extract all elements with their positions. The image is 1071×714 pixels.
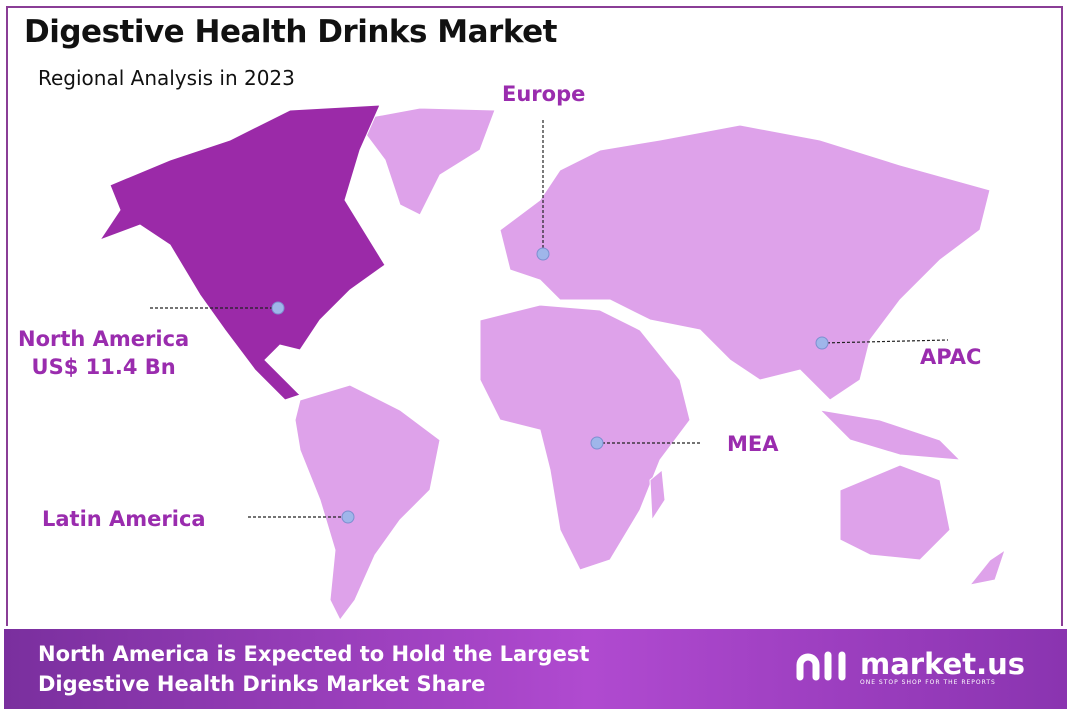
europe-asia [499, 124, 991, 401]
new-zealand [968, 548, 1006, 586]
leader-apac [821, 339, 949, 344]
page-title: Digestive Health Drinks Market [24, 14, 557, 50]
market-us-logo-icon [796, 651, 846, 681]
footer-text: North America is Expected to Hold the La… [38, 639, 589, 699]
marker-mea [590, 436, 604, 450]
frame [6, 6, 1063, 626]
marker-europe [536, 247, 550, 261]
label-apac: APAC [920, 345, 982, 369]
north-america [98, 104, 386, 401]
footer-line-2: Digestive Health Drinks Market Share [38, 672, 486, 696]
region-name: North America [18, 327, 190, 351]
label-latin-america: Latin America [42, 507, 206, 531]
marker-latin-america [341, 510, 355, 524]
australia [839, 464, 951, 561]
footer-banner: North America is Expected to Hold the La… [4, 629, 1067, 709]
footer-line-1: North America is Expected to Hold the La… [38, 642, 590, 666]
south-america [294, 384, 441, 621]
marker-apac [815, 336, 829, 350]
se-asia-islands [818, 409, 962, 461]
logo-tagline: ONE STOP SHOP FOR THE REPORTS [860, 678, 996, 686]
label-europe: Europe [502, 82, 586, 106]
logo-name: market.us [860, 646, 1026, 681]
madagascar [649, 469, 666, 522]
marker-north-america [271, 301, 285, 315]
greenland [354, 107, 496, 216]
world-map [98, 104, 1006, 621]
page-subtitle: Regional Analysis in 2023 [38, 66, 295, 90]
region-value: US$ 11.4 Bn [31, 355, 176, 379]
label-mea: MEA [727, 432, 779, 456]
market-us-logo: market.us ONE STOP SHOP FOR THE REPORTS [794, 647, 1025, 687]
label-north-america: North America US$ 11.4 Bn [18, 325, 189, 381]
africa [479, 304, 691, 571]
